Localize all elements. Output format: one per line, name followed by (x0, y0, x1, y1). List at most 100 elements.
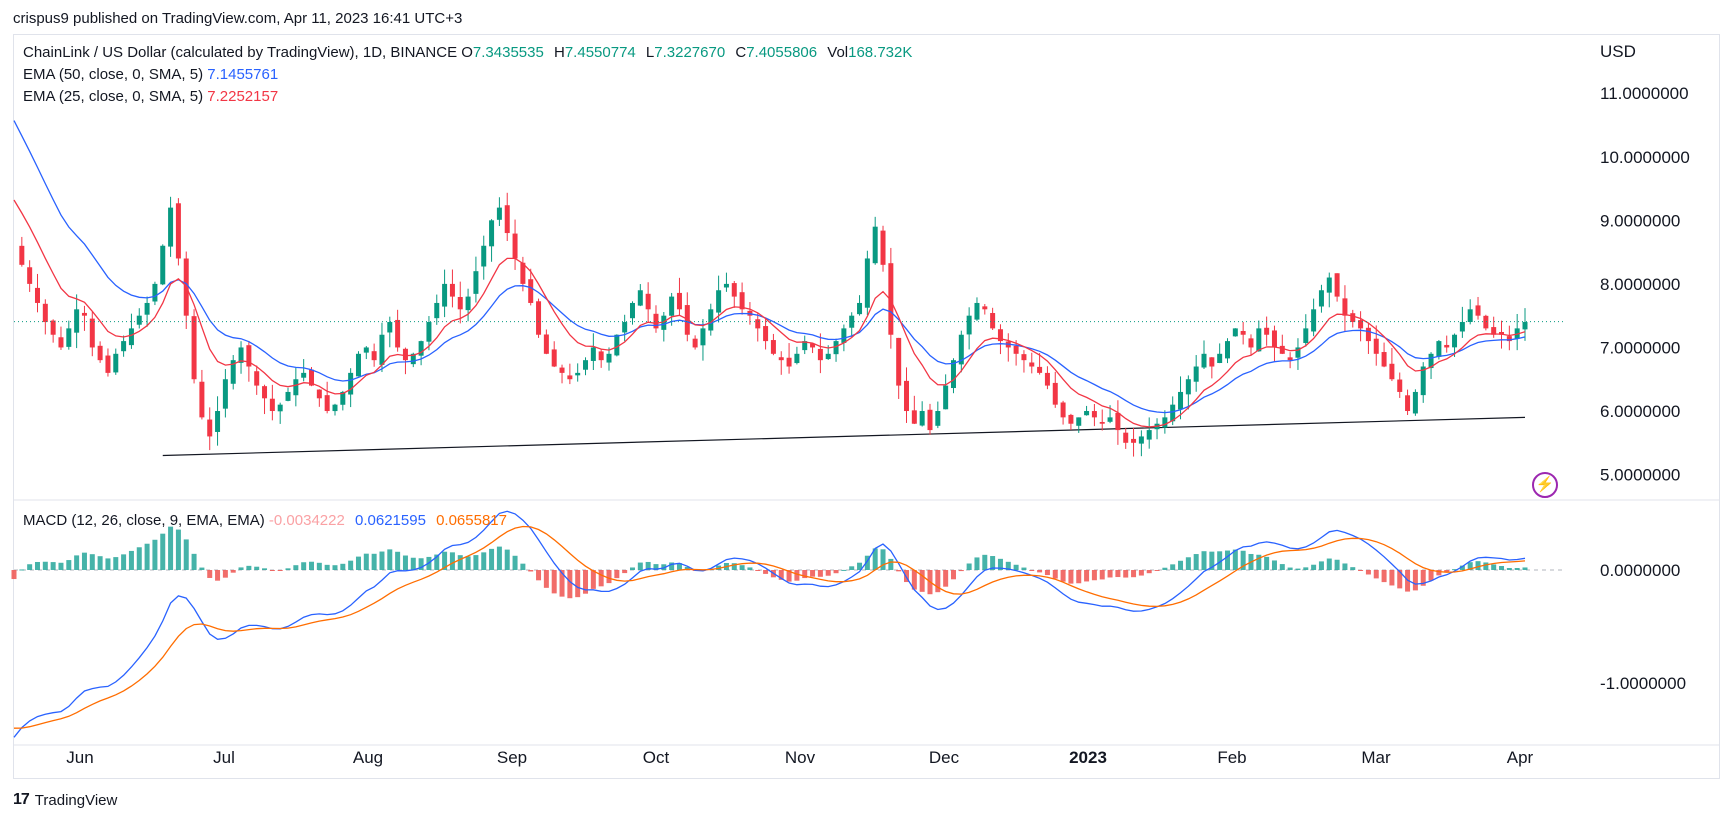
macd-histogram-bar (1193, 554, 1199, 570)
macd-histogram-bar (332, 565, 338, 570)
candle-body (1295, 347, 1301, 358)
candle-body (473, 271, 479, 294)
macd-histogram-bar (1303, 567, 1309, 570)
macd-histogram-bar (238, 567, 244, 570)
macd-histogram-bar (348, 560, 354, 570)
candle-body (1412, 391, 1418, 414)
candle-body (207, 419, 213, 437)
candle-body (254, 371, 260, 386)
macd-histogram-bar (802, 570, 808, 579)
macd-histogram-bar (536, 570, 542, 581)
macd-histogram-bar (1107, 570, 1113, 578)
close-value: 7.4055806 (746, 44, 818, 61)
macd-histogram-bar (637, 562, 643, 570)
macd-histogram-bar (966, 563, 972, 570)
candle-body (692, 338, 698, 348)
currency-label[interactable]: USD (1600, 42, 1636, 61)
macd-histogram-bar (442, 551, 448, 570)
candle-body (316, 389, 322, 399)
candle-body (387, 322, 393, 333)
macd-histogram-bar (1146, 570, 1152, 574)
macd-histogram-bar (136, 547, 142, 570)
macd-legend[interactable]: MACD (12, 26, close, 9, EMA, EMA) -0.003… (23, 512, 507, 529)
candle-body (520, 262, 526, 284)
candle-body (238, 347, 244, 363)
candle-body (731, 283, 737, 297)
macd-hist-value: -0.0034222 (268, 512, 345, 529)
candle-body (669, 296, 675, 316)
macd-histogram-bar (1044, 570, 1050, 576)
candle-body (1029, 362, 1035, 367)
candle-body (974, 302, 980, 320)
macd-histogram-bar (1232, 549, 1238, 570)
macd-histogram-bar (833, 570, 839, 574)
candle-body (1428, 353, 1434, 369)
brand-footer[interactable]: 17 TradingView (13, 791, 117, 809)
candle-body (982, 306, 988, 310)
candle-body (723, 283, 729, 288)
time-axis-tick: Nov (785, 748, 816, 767)
price-axis-tick: 8.0000000 (1600, 275, 1680, 294)
macd-histogram-bar (590, 570, 596, 589)
macd-histogram-bar (864, 555, 870, 570)
candle-body (676, 292, 682, 310)
price-axis-tick: 6.0000000 (1600, 402, 1680, 421)
candle-body (1483, 315, 1489, 329)
ema25-legend[interactable]: EMA (25, close, 0, SMA, 5) 7.2252157 (23, 88, 278, 105)
macd-histogram-bar (1115, 570, 1121, 578)
candle-body (230, 360, 236, 384)
time-axis-tick: Dec (929, 748, 960, 767)
candle-body (1138, 436, 1144, 444)
candle-body (504, 205, 510, 234)
macd-histogram-bar (1091, 570, 1097, 581)
macd-histogram-bar (747, 567, 753, 570)
macd-histogram-bar (997, 558, 1003, 570)
ema50-legend[interactable]: EMA (50, close, 0, SMA, 5) 7.1455761 (23, 66, 278, 83)
macd-histogram-bar (794, 570, 800, 581)
macd-histogram-bar (583, 570, 589, 594)
macd-histogram-bar (199, 567, 205, 570)
candle-body (966, 315, 972, 335)
candle-body (222, 379, 228, 409)
candle-body (1131, 438, 1137, 443)
candle-body (1373, 338, 1379, 354)
macd-histogram-bar (755, 570, 761, 571)
macd-histogram-bar (872, 548, 878, 570)
candle-body (1420, 366, 1426, 396)
candle-body (739, 292, 745, 310)
candle-body (943, 385, 949, 410)
macd-histogram-bar (1170, 564, 1176, 570)
candle-body (802, 341, 808, 351)
candle-body (1021, 354, 1027, 361)
time-axis-tick: Aug (353, 748, 383, 767)
macd-histogram-bar (911, 570, 917, 590)
candle-body (614, 334, 620, 356)
candle-body (575, 372, 581, 376)
candle-body (1287, 357, 1293, 361)
candle-body (340, 391, 346, 405)
macd-histogram-bar (786, 570, 792, 582)
macd-histogram-bar (262, 568, 268, 570)
macd-histogram-bar (293, 565, 299, 570)
candle-body (1076, 417, 1082, 426)
candle-body (997, 329, 1003, 342)
symbol-legend: ChainLink / US Dollar (calculated by Tra… (23, 44, 912, 61)
candle-body (551, 349, 557, 367)
macd-histogram-bar (11, 570, 17, 580)
macd-histogram-bar (1397, 570, 1403, 589)
macd-histogram-bar (387, 549, 393, 570)
candle-body (1115, 412, 1121, 431)
candle-body (1318, 290, 1324, 307)
candle-body (1271, 330, 1277, 348)
candle-body (332, 404, 338, 412)
macd-histogram-bar (778, 570, 784, 580)
macd-histogram-bar (74, 555, 80, 570)
macd-histogram-bar (645, 561, 651, 570)
candle-body (1459, 322, 1465, 332)
macd-histogram-bar (496, 546, 502, 570)
macd-histogram-bar (543, 570, 549, 588)
lightning-bolt-icon[interactable]: ⚡ (1532, 472, 1558, 498)
candle-body (1044, 372, 1050, 386)
macd-histogram-bar (254, 566, 260, 570)
